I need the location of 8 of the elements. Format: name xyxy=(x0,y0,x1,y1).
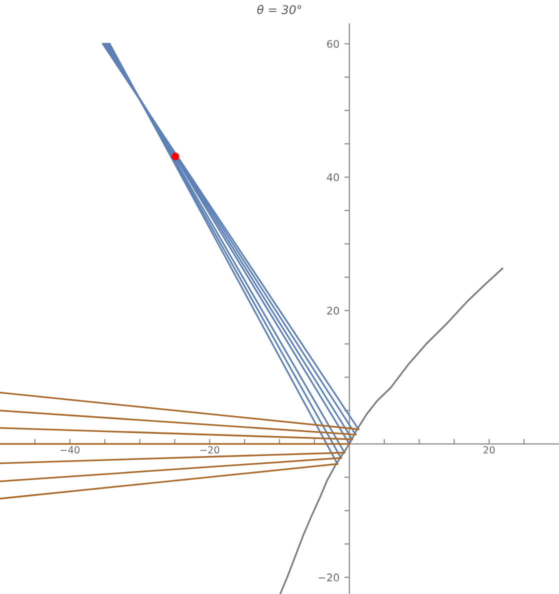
x-tick-label: −20 xyxy=(200,446,220,454)
y-tick-label: 40 xyxy=(326,173,339,182)
y-tick-label: −20 xyxy=(318,574,339,582)
chart-title: θ = 30° xyxy=(257,4,302,14)
y-tick-label: 60 xyxy=(327,40,339,48)
y-tick-label: 20 xyxy=(327,306,339,315)
x-tick-label: −40 xyxy=(60,446,80,454)
x-tick-label: 20 xyxy=(484,446,495,454)
